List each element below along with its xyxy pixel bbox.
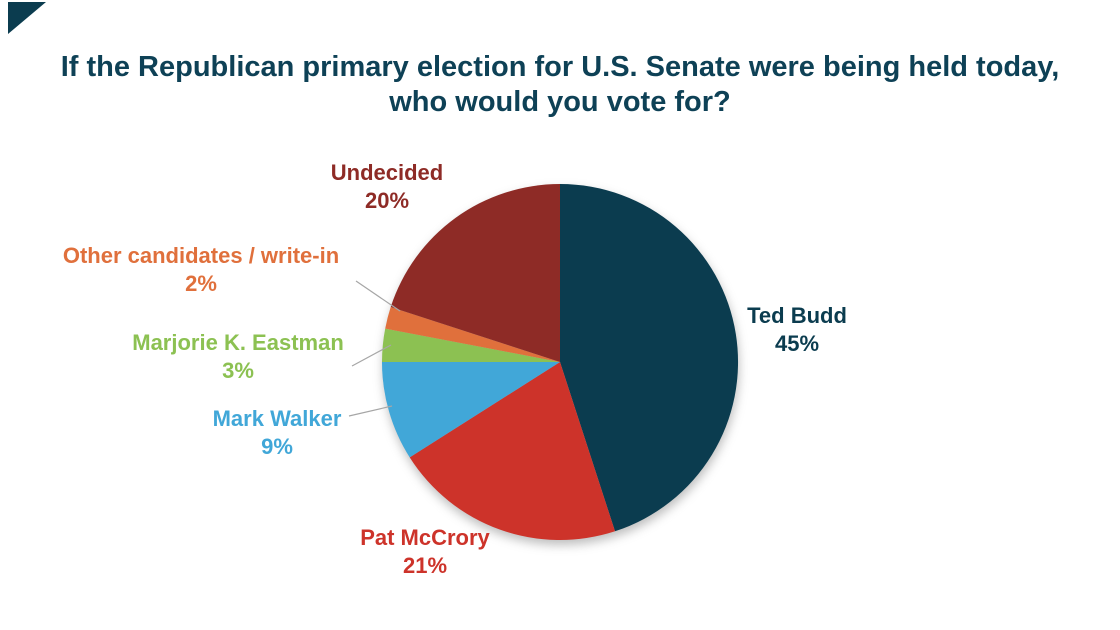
pie-slice-marjorie-k-eastman xyxy=(382,328,560,362)
pie-label-ted-budd-value: 45% xyxy=(774,331,820,356)
pie-label-pat-mccrory-value: 21% xyxy=(402,553,448,578)
pie-label-mark-walker-name: Mark Walker xyxy=(212,406,342,431)
pie-slice-other-candidates-write-in xyxy=(385,307,560,362)
pie-slice-mark-walker xyxy=(382,362,560,458)
pie-label-ted-budd: Ted Budd 45% xyxy=(747,302,847,358)
leader-line-marjorie-eastman xyxy=(351,344,392,367)
page-title: If the Republican primary election for U… xyxy=(0,50,1120,120)
pie-label-mark-walker: Mark Walker 9% xyxy=(213,405,342,461)
corner-triangle-shape xyxy=(8,2,46,34)
pie-slice-undecided xyxy=(390,184,560,362)
pie-slice-ted-budd xyxy=(560,183,739,532)
chart-title-text: If the Republican primary election for U… xyxy=(60,51,1060,118)
leader-lines-group xyxy=(348,280,401,417)
pie-label-mark-walker-value: 9% xyxy=(261,434,293,459)
pie-label-pat-mccrory-name: Pat McCrory xyxy=(360,525,490,550)
pie-label-marjorie-eastman-name: Marjorie K. Eastman xyxy=(132,330,344,355)
pie-label-undecided-value: 20% xyxy=(364,188,410,213)
pie-label-ted-budd-name: Ted Budd xyxy=(747,303,847,328)
pie-slices-group xyxy=(382,183,739,541)
pie-label-other-candidates-name: Other candidates / write-in xyxy=(62,243,340,268)
leader-line-other-candidates xyxy=(355,280,401,312)
corner-triangle-decoration xyxy=(8,2,46,34)
pie-label-undecided-name: Undecided xyxy=(330,160,444,185)
pie-label-pat-mccrory: Pat McCrory 21% xyxy=(360,524,490,580)
pie-label-undecided: Undecided 20% xyxy=(331,159,443,215)
pie-label-other-candidates: Other candidates / write-in 2% xyxy=(63,242,339,298)
pie-label-marjorie-eastman-value: 3% xyxy=(222,358,254,383)
pie-label-marjorie-eastman: Marjorie K. Eastman 3% xyxy=(132,329,344,385)
pie-slice-pat-mccrory xyxy=(409,362,615,541)
leader-line-mark-walker xyxy=(348,405,393,417)
pie-label-other-candidates-value: 2% xyxy=(185,271,217,296)
